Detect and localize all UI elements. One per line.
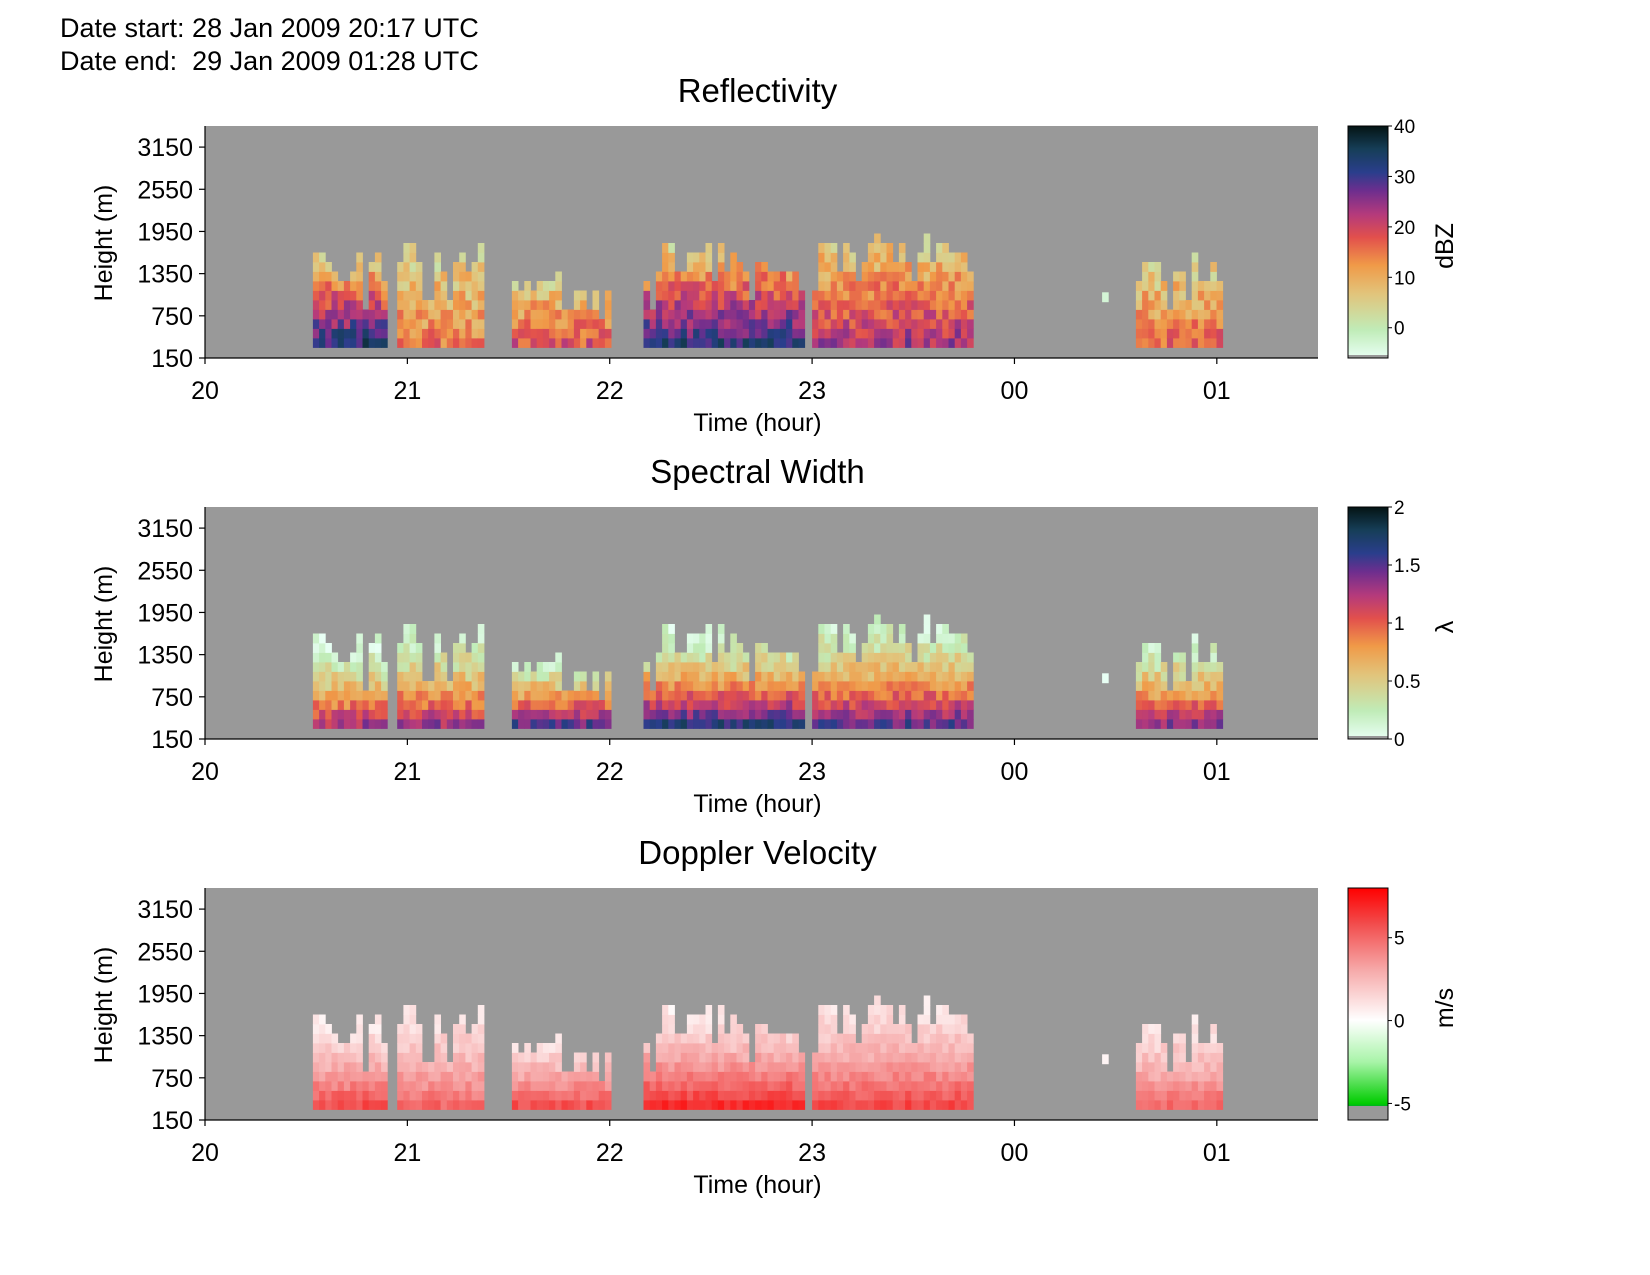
x-tick-label: 21 <box>393 758 421 786</box>
colorbar: 0 0.5 1 1.5 2 λ <box>1347 498 1459 751</box>
y-tick-label: 1950 <box>137 218 193 246</box>
x-tick-label: 20 <box>191 758 219 786</box>
colorbar-tick-label: -5 <box>1394 1094 1411 1115</box>
panel-doppler-velocity: Doppler Velocity 150 750 1350 1950 2550 3150 20… <box>90 834 1459 1199</box>
colorbar-tick-label: 1.5 <box>1394 556 1420 577</box>
x-tick-label: 00 <box>1001 377 1029 405</box>
colorbar-tick-label: 10 <box>1394 268 1415 289</box>
echo-cells <box>312 614 1224 729</box>
x-tick-label: 22 <box>596 758 624 786</box>
y-tick-label: 150 <box>151 726 193 754</box>
colorbar-tick-label: 20 <box>1394 218 1415 239</box>
y-tick-label: 150 <box>151 1107 193 1135</box>
y-tick-label: 3150 <box>137 896 193 924</box>
x-tick-label: 00 <box>1001 758 1029 786</box>
echo-cells <box>312 995 1224 1110</box>
x-tick-label: 20 <box>191 377 219 405</box>
y-tick-label: 750 <box>151 303 193 331</box>
y-axis-label: Height (m) <box>90 185 118 302</box>
colorbar-tick-label: 40 <box>1394 117 1415 138</box>
colorbar-label: dBZ <box>1431 223 1459 269</box>
colorbar-tick-label: 0 <box>1394 1012 1405 1033</box>
x-tick-label: 20 <box>191 1139 219 1167</box>
y-axis-label: Height (m) <box>90 566 118 683</box>
x-tick-label: 01 <box>1203 377 1231 405</box>
colorbar: -5 0 5 m/s <box>1347 887 1459 1121</box>
colorbar-tick-label: 0 <box>1394 319 1405 340</box>
x-tick-label: 00 <box>1001 1139 1029 1167</box>
y-axis-label: Height (m) <box>90 947 118 1064</box>
y-tick-label: 150 <box>151 345 193 373</box>
x-tick-label: 23 <box>798 758 826 786</box>
x-axis-label: Time (hour) <box>693 1171 821 1199</box>
panel-title: Spectral Width <box>650 453 865 490</box>
x-tick-label: 22 <box>596 377 624 405</box>
x-tick-label: 22 <box>596 1139 624 1167</box>
y-tick-label: 1950 <box>137 980 193 1008</box>
panel-reflectivity: Reflectivity 150 750 1350 1950 2550 3150 20 21 22… <box>90 72 1459 437</box>
colorbar-tick-label: 0.5 <box>1394 672 1420 693</box>
y-tick-label: 2550 <box>137 938 193 966</box>
date-end-label: Date end: 29 Jan 2009 01:28 UTC <box>60 46 479 76</box>
y-tick-label: 1350 <box>137 642 193 670</box>
x-tick-label: 01 <box>1203 758 1231 786</box>
colorbar-tick-label: 1 <box>1394 614 1405 635</box>
x-tick-label: 21 <box>393 377 421 405</box>
echo-cells <box>312 233 1224 348</box>
date-start-label: Date start: 28 Jan 2009 20:17 UTC <box>60 13 479 43</box>
colorbar-tick-label: 2 <box>1394 498 1405 519</box>
colorbar-label: m/s <box>1431 988 1459 1028</box>
panel-title: Doppler Velocity <box>638 834 877 871</box>
x-axis-label: Time (hour) <box>693 409 821 437</box>
colorbar-tick-label: 5 <box>1394 929 1405 950</box>
y-tick-label: 750 <box>151 684 193 712</box>
x-tick-label: 21 <box>393 1139 421 1167</box>
colorbar-label: λ <box>1431 620 1459 633</box>
colorbar-tick-label: 30 <box>1394 167 1415 188</box>
colorbar-tick-label: 0 <box>1394 730 1405 751</box>
colorbar: 0 10 20 30 40 dBZ <box>1347 117 1459 359</box>
y-tick-label: 2550 <box>137 176 193 204</box>
y-tick-label: 3150 <box>137 515 193 543</box>
x-tick-label: 23 <box>798 377 826 405</box>
y-tick-label: 1350 <box>137 1023 193 1051</box>
x-axis-label: Time (hour) <box>693 790 821 818</box>
y-tick-label: 1350 <box>137 261 193 289</box>
y-tick-label: 1950 <box>137 599 193 627</box>
x-tick-label: 01 <box>1203 1139 1231 1167</box>
x-tick-label: 23 <box>798 1139 826 1167</box>
y-tick-label: 2550 <box>137 557 193 585</box>
y-tick-label: 3150 <box>137 134 193 162</box>
y-tick-label: 750 <box>151 1065 193 1093</box>
panel-title: Reflectivity <box>678 72 838 109</box>
